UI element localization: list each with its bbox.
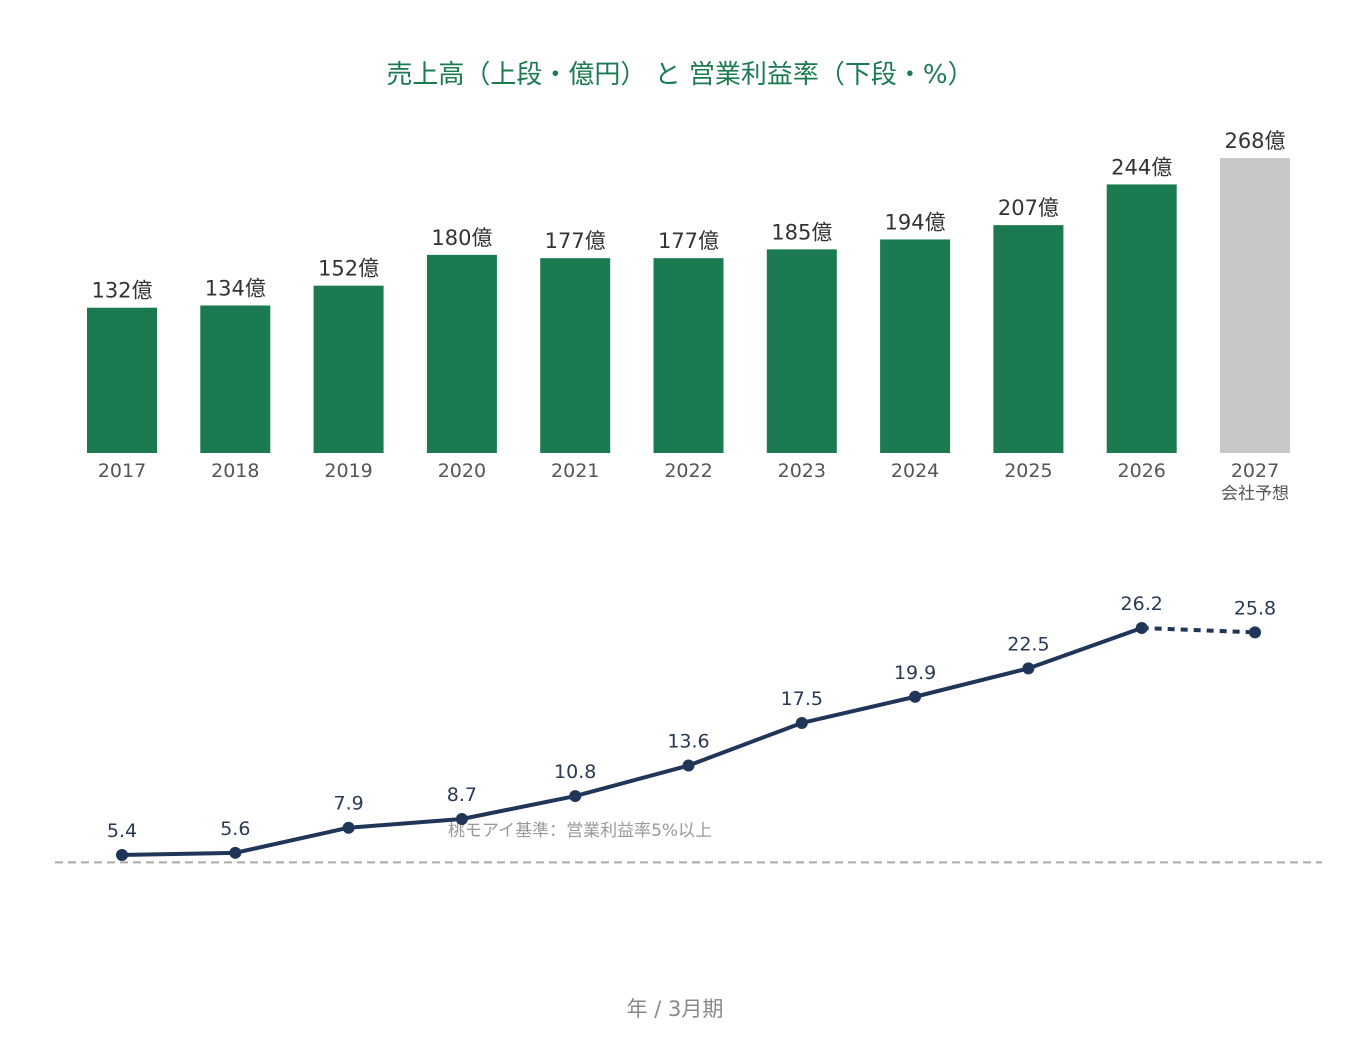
- point-2019: [342, 821, 355, 834]
- bar-2021: [540, 258, 611, 453]
- tick-label-2019: 2019: [324, 460, 372, 482]
- tick-label-2022: 2022: [664, 460, 712, 482]
- tick-label-2018: 2018: [211, 460, 259, 482]
- point-label-2022: 13.6: [667, 731, 709, 753]
- point-2020: [455, 812, 468, 825]
- tick-label-2023: 2023: [778, 460, 826, 482]
- bar-2019: [313, 285, 384, 453]
- point-2024: [909, 690, 922, 703]
- bar-2017: [87, 307, 157, 453]
- bar-label-2023: 185億: [771, 220, 832, 244]
- tick-label-2020: 2020: [438, 460, 486, 482]
- point-label-2027: 25.8: [1234, 597, 1276, 619]
- tick-label-2027: 2027: [1231, 460, 1279, 482]
- bar-2025: [993, 225, 1064, 453]
- bar-2026: [1106, 184, 1177, 453]
- forecast-note: 会社予想: [1221, 484, 1289, 504]
- bar-2024: [880, 239, 951, 453]
- margin-line: 桃モアイ基準：営業利益率5%以上 5.4 5.6 7.9 8.7 10.8 13.6 17.5…: [55, 593, 1322, 864]
- tick-label-2024: 2024: [891, 460, 939, 482]
- bar-2018: [200, 305, 271, 453]
- bar-label-2021: 177億: [545, 229, 606, 253]
- margin-line-actual: [121, 626, 1143, 857]
- point-2025: [1022, 662, 1035, 675]
- point-label-2017: 5.4: [107, 820, 137, 842]
- point-label-2018: 5.6: [220, 818, 250, 840]
- point-label-2019: 7.9: [333, 793, 363, 815]
- point-label-2021: 10.8: [554, 761, 596, 783]
- point-2027: [1249, 626, 1261, 639]
- revenue-bars: 132億 2017 134億 2018 152億 2019 180億 2020 177億 2021…: [87, 129, 1290, 504]
- point-label-2020: 8.7: [447, 784, 477, 806]
- point-label-2025: 22.5: [1007, 633, 1049, 655]
- bar-label-2022: 177億: [658, 229, 719, 253]
- point-2017: [116, 849, 128, 861]
- point-label-2023: 17.5: [781, 688, 823, 710]
- reference-line-label: 桃モアイ基準：営業利益率5%以上: [448, 821, 712, 841]
- point-label-2024: 19.9: [894, 662, 936, 684]
- tick-label-2017: 2017: [98, 460, 146, 482]
- bar-2027: [1220, 158, 1290, 453]
- bar-2023: [766, 249, 837, 453]
- point-2022: [682, 759, 695, 772]
- bar-2020: [426, 254, 497, 453]
- bar-label-2017: 132億: [91, 279, 152, 303]
- tick-label-2026: 2026: [1118, 460, 1166, 482]
- point-label-2026: 26.2: [1121, 593, 1163, 615]
- point-2026: [1135, 622, 1148, 634]
- x-axis-title: 年 / 3月期: [627, 997, 724, 1021]
- point-2018: [229, 846, 242, 859]
- bar-label-2024: 194億: [885, 210, 946, 234]
- bar-label-2020: 180億: [431, 226, 492, 250]
- margin-line-forecast: [1141, 626, 1256, 635]
- bar-label-2025: 207億: [998, 196, 1059, 220]
- bar-label-2027: 268億: [1224, 129, 1285, 153]
- tick-label-2025: 2025: [1004, 460, 1052, 482]
- bar-label-2026: 244億: [1111, 155, 1172, 179]
- point-2023: [795, 716, 808, 729]
- point-2021: [569, 790, 582, 803]
- bar-label-2019: 152億: [318, 257, 379, 281]
- bar-label-2018: 134億: [205, 277, 266, 301]
- chart-title: 売上高（上段・億円） と 営業利益率（下段・%）: [386, 60, 973, 90]
- bar-2022: [653, 258, 724, 453]
- tick-label-2021: 2021: [551, 460, 599, 482]
